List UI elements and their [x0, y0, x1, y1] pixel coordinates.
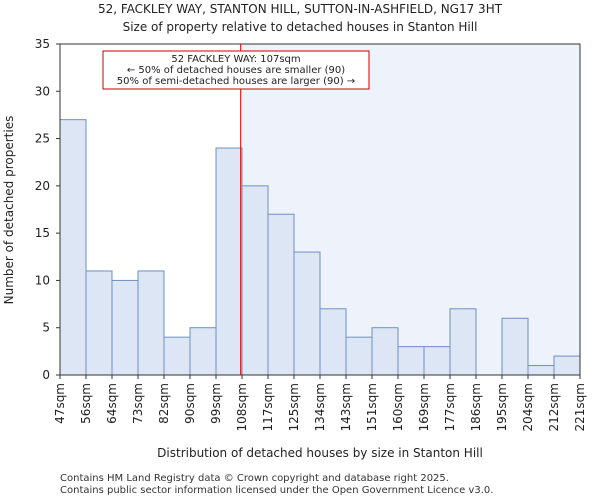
x-tick-label: 212sqm [547, 383, 561, 431]
annotation-line-1: 52 FACKLEY WAY: 107sqm [171, 54, 300, 65]
x-tick-label: 143sqm [339, 383, 353, 431]
y-axis-label: Number of detached properties [2, 116, 16, 305]
bar [163, 336, 191, 376]
x-tick-label: 108sqm [235, 383, 249, 431]
y-tick-label: 25 [35, 132, 50, 146]
bar [59, 119, 87, 376]
x-tick-label: 195sqm [495, 383, 509, 431]
bar [241, 185, 269, 376]
bar [449, 308, 477, 376]
bar [527, 365, 555, 376]
y-tick-label: 35 [35, 37, 50, 51]
x-tick-label: 204sqm [521, 383, 535, 431]
x-tick-label: 125sqm [287, 383, 301, 431]
x-axis-label: Distribution of detached houses by size … [157, 446, 483, 460]
annotation-line-3: 50% of semi-detached houses are larger (… [117, 76, 355, 87]
x-tick-label: 221sqm [573, 383, 587, 431]
bar [423, 346, 451, 376]
y-tick-label: 10 [35, 273, 50, 287]
y-tick-label: 5 [42, 321, 50, 335]
bar [397, 346, 425, 376]
y-tick-label: 0 [42, 368, 50, 382]
bar [267, 213, 295, 376]
x-tick-label: 99sqm [209, 383, 223, 424]
bar [501, 317, 529, 376]
bar [553, 355, 581, 376]
chart-subtitle: Size of property relative to detached ho… [122, 20, 478, 34]
x-tick-label: 82sqm [157, 383, 171, 424]
x-tick-label: 64sqm [105, 383, 119, 424]
bar [137, 270, 165, 376]
chart-title: 52, FACKLEY WAY, STANTON HILL, SUTTON-IN… [97, 2, 503, 16]
x-tick-label: 90sqm [183, 383, 197, 424]
x-tick-label: 160sqm [391, 383, 405, 431]
x-tick-label: 117sqm [261, 383, 275, 431]
y-tick-label: 30 [35, 84, 50, 98]
x-tick-label: 47sqm [53, 383, 67, 424]
bar [345, 336, 373, 376]
y-tick-label: 20 [35, 179, 50, 193]
x-tick-label: 134sqm [313, 383, 327, 431]
bar [85, 270, 113, 376]
bar [189, 327, 217, 376]
x-tick-label: 186sqm [469, 383, 483, 431]
bar [293, 251, 321, 376]
x-tick-label: 169sqm [417, 383, 431, 431]
bar [111, 279, 139, 376]
x-tick-label: 151sqm [365, 383, 379, 431]
bar [215, 147, 243, 376]
bar [371, 327, 399, 376]
x-tick-label: 73sqm [131, 383, 145, 424]
x-tick-label: 56sqm [79, 383, 93, 424]
annotation-line-2: ← 50% of detached houses are smaller (90… [127, 65, 345, 76]
y-tick-label: 15 [35, 226, 50, 240]
footer-licence: Contains public sector information licen… [60, 485, 494, 496]
x-tick-label: 177sqm [443, 383, 457, 431]
bar [319, 308, 347, 376]
annotation-box [102, 50, 370, 90]
footer-copyright: Contains HM Land Registry data © Crown c… [60, 473, 449, 484]
